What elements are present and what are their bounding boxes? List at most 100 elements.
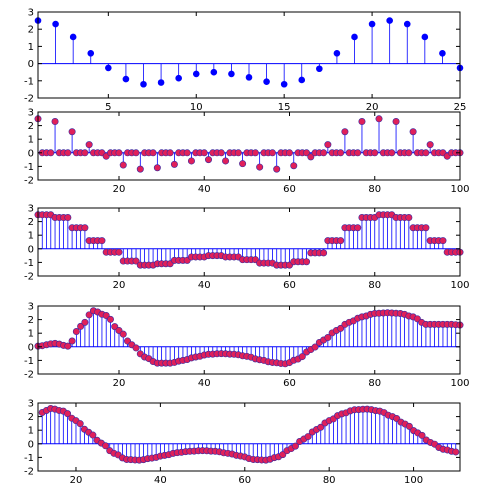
stem-marker <box>111 323 119 331</box>
stem-marker <box>251 149 259 157</box>
stem-marker <box>337 237 345 245</box>
x-tick-label: 10 <box>190 102 203 113</box>
stem-marker <box>81 224 89 232</box>
stem-marker <box>153 164 161 172</box>
x-tick-label: 100 <box>404 475 423 486</box>
stem-marker <box>307 153 315 161</box>
y-tick-label: -2 <box>24 94 34 105</box>
stem-marker <box>115 149 123 157</box>
stem-marker <box>375 115 383 123</box>
chart-panel-3: -2 -1 0 1 2 3 20 40 60 80 100 <box>24 204 470 292</box>
stem-marker <box>175 74 182 82</box>
stem-marker <box>351 33 358 41</box>
stem-marker <box>140 80 147 88</box>
stem-marker <box>115 248 123 256</box>
y-tick-label: 2 <box>28 121 34 132</box>
stem-marker <box>452 448 460 456</box>
x-tick-label: 100 <box>450 280 469 291</box>
axes-frame <box>37 305 461 375</box>
stem-marker <box>279 451 287 459</box>
x-tick-label: 40 <box>198 184 211 195</box>
y-tick-label: 2 <box>28 412 34 423</box>
stem-marker <box>187 157 195 165</box>
stem-marker <box>317 423 325 431</box>
stem-marker <box>106 315 114 323</box>
stem-marker <box>64 342 72 350</box>
stem-marker <box>268 149 276 157</box>
stem-marker <box>285 149 293 157</box>
stem-marker <box>183 149 191 157</box>
stem-marker <box>85 141 93 149</box>
x-tick-label: 25 <box>454 102 467 113</box>
x-tick-label: 60 <box>283 378 296 389</box>
stem-marker <box>422 149 430 157</box>
stem-marker <box>298 76 306 84</box>
y-tick-label: 1 <box>28 329 34 340</box>
stem-marker <box>405 422 413 430</box>
axes-frame <box>37 111 461 181</box>
chart-panel-4: -2 -1 0 1 2 3 20 40 60 80 100 <box>24 302 470 390</box>
stem-marker <box>405 214 413 222</box>
stem-marker <box>234 149 242 157</box>
x-tick-label: 80 <box>368 378 381 389</box>
stem-marker <box>291 442 299 450</box>
stem-marker <box>290 162 298 170</box>
y-tick-label: -1 <box>24 162 34 173</box>
y-tick-label: 1 <box>28 42 34 53</box>
stem-marker <box>89 431 97 439</box>
stem-marker <box>132 344 140 352</box>
x-tick-label: 60 <box>238 475 251 486</box>
stem-marker <box>304 433 312 441</box>
stem-marker <box>439 237 447 245</box>
stem-marker <box>122 75 130 83</box>
stem-marker <box>68 337 76 345</box>
y-tick-label: -2 <box>24 176 34 187</box>
stem-marker <box>320 249 328 257</box>
stem-marker <box>64 149 72 157</box>
stem-marker <box>200 149 208 157</box>
chart-panel-2: -2 -1 0 1 2 3 20 40 60 80 100 <box>24 108 470 196</box>
stem-marker <box>333 49 341 57</box>
y-tick-label: -2 <box>24 272 34 283</box>
stem-marker <box>217 149 225 157</box>
x-tick-label: 80 <box>323 475 336 486</box>
y-tick-label: 2 <box>28 25 34 36</box>
x-tick-label: 20 <box>70 475 83 486</box>
stem-marker <box>192 70 200 78</box>
stem-marker <box>371 149 379 157</box>
stem-marker <box>157 79 165 86</box>
stem-marker <box>418 431 426 439</box>
x-tick-label: 20 <box>113 378 126 389</box>
stem-marker <box>166 149 174 157</box>
stem-marker <box>102 312 110 320</box>
stem-marker <box>311 343 319 351</box>
stem-marker <box>210 68 218 76</box>
stem-marker <box>263 78 270 85</box>
stem-marker <box>98 237 106 245</box>
x-tick-label: 20 <box>113 184 126 195</box>
x-tick-label: 15 <box>278 102 291 113</box>
x-tick-label: 100 <box>450 184 469 195</box>
axes-frame <box>37 207 461 277</box>
x-tick-label: 80 <box>368 184 381 195</box>
stem-marker <box>403 20 411 28</box>
y-tick-label: -2 <box>24 467 34 478</box>
stem-marker <box>422 224 430 232</box>
y-tick-label: -1 <box>24 76 34 87</box>
stem-marker <box>421 33 429 41</box>
stem-marker <box>354 224 362 232</box>
chart-panel-5: -2 -1 0 1 2 3 20 40 60 80 100 <box>24 399 461 486</box>
stem-marker <box>85 311 93 319</box>
y-tick-label: 3 <box>28 8 34 19</box>
stem-marker <box>337 324 345 332</box>
stem-marker <box>136 165 144 173</box>
y-tick-label: 0 <box>28 439 34 450</box>
y-tick-label: -1 <box>24 356 34 367</box>
y-tick-label: 3 <box>28 399 34 410</box>
stem-marker <box>245 74 253 81</box>
stem-marker <box>69 33 77 41</box>
stem-marker <box>132 257 140 265</box>
y-tick-label: -2 <box>24 370 34 381</box>
stem-marker <box>324 141 332 149</box>
stem-marker <box>52 20 59 28</box>
